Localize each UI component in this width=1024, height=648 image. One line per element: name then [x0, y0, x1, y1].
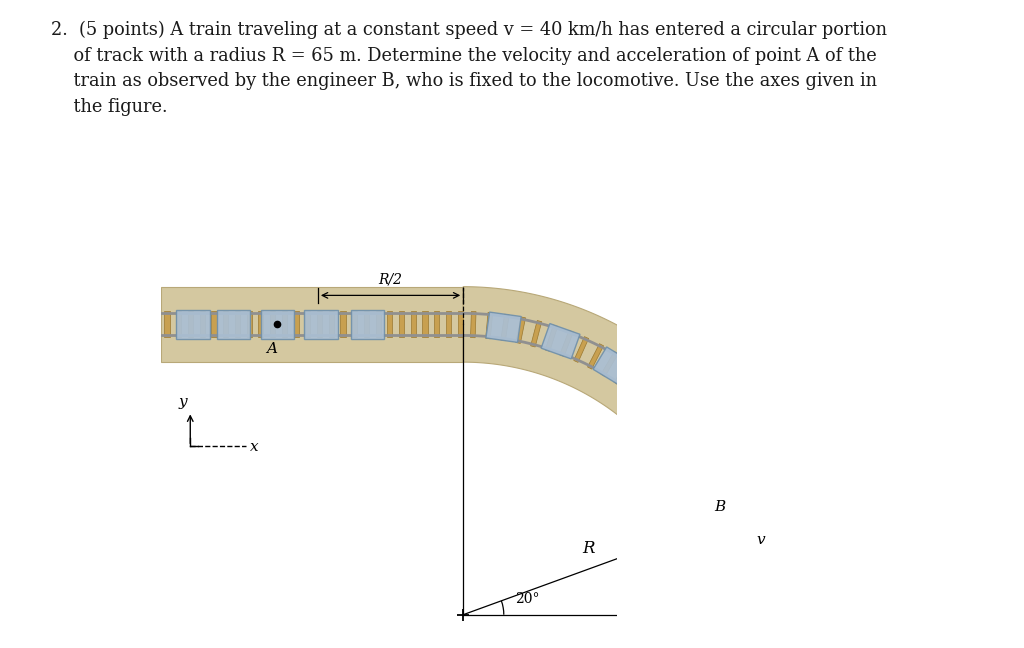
Polygon shape — [681, 427, 705, 447]
Bar — [200, 311, 205, 338]
Bar — [261, 310, 294, 339]
Bar — [187, 311, 194, 338]
Polygon shape — [516, 317, 525, 343]
Bar — [217, 310, 251, 339]
Polygon shape — [560, 330, 573, 356]
Text: B: B — [714, 500, 725, 514]
Text: x: x — [250, 440, 259, 454]
Polygon shape — [530, 321, 542, 347]
Bar — [364, 311, 369, 338]
Polygon shape — [588, 343, 603, 369]
Bar — [304, 310, 338, 339]
Bar — [161, 286, 463, 362]
Bar — [352, 311, 357, 338]
Bar — [176, 310, 210, 339]
Bar — [247, 311, 252, 338]
Bar — [270, 311, 275, 338]
Polygon shape — [593, 347, 634, 386]
Polygon shape — [485, 312, 493, 339]
Bar — [305, 311, 310, 338]
Bar — [445, 311, 452, 338]
Bar — [165, 311, 170, 338]
Bar — [211, 311, 216, 338]
Text: A: A — [266, 342, 278, 356]
Polygon shape — [470, 312, 476, 338]
Bar — [329, 311, 334, 338]
Bar — [399, 311, 404, 338]
Bar — [458, 311, 463, 338]
Polygon shape — [698, 454, 723, 472]
Text: 2.  (5 points) A train traveling at a constant speed v = 40 km/h has entered a c: 2. (5 points) A train traveling at a con… — [51, 21, 887, 116]
Bar — [234, 311, 240, 338]
Bar — [176, 311, 181, 338]
Bar — [376, 311, 381, 338]
Bar — [282, 311, 287, 338]
Polygon shape — [690, 441, 715, 459]
Bar — [316, 311, 323, 338]
Polygon shape — [546, 325, 558, 351]
Polygon shape — [486, 312, 521, 342]
Bar — [294, 311, 299, 338]
Polygon shape — [710, 477, 746, 516]
Bar — [350, 310, 384, 339]
Polygon shape — [719, 499, 745, 513]
Text: 20°: 20° — [515, 592, 540, 606]
Polygon shape — [614, 360, 632, 385]
Polygon shape — [601, 352, 618, 376]
Polygon shape — [501, 314, 509, 341]
Polygon shape — [707, 469, 731, 485]
Polygon shape — [640, 381, 681, 422]
Bar — [423, 311, 428, 338]
Polygon shape — [627, 370, 646, 393]
Text: R/2: R/2 — [379, 273, 402, 286]
Polygon shape — [660, 402, 683, 424]
Text: R: R — [582, 540, 595, 557]
Polygon shape — [713, 483, 738, 499]
Polygon shape — [573, 336, 589, 362]
Bar — [434, 311, 439, 338]
Polygon shape — [650, 391, 671, 413]
Polygon shape — [679, 425, 719, 467]
Polygon shape — [672, 415, 694, 435]
Text: v: v — [756, 533, 765, 547]
Bar — [387, 311, 392, 338]
Bar — [258, 311, 263, 338]
Polygon shape — [541, 323, 580, 359]
Bar — [411, 311, 416, 338]
Polygon shape — [639, 380, 658, 403]
Bar — [340, 311, 345, 338]
Text: y: y — [178, 395, 187, 409]
Bar — [223, 311, 228, 338]
Polygon shape — [463, 286, 771, 528]
